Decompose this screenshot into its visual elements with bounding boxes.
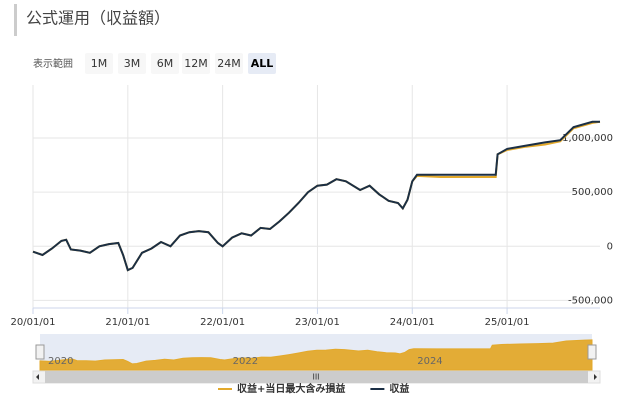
navigator-label: 2024 [417,356,442,367]
y-tick-label: 0 [607,241,613,252]
range-button[interactable] [85,53,113,74]
range-button-label[interactable]: 12M [184,57,208,70]
x-tick-label: 25/01/01 [485,317,530,328]
y-tick-label: 1,000,000 [562,133,613,144]
range-button[interactable] [248,53,276,74]
range-button-label[interactable]: 1M [91,57,108,70]
x-tick-label: 24/01/01 [390,317,435,328]
x-tick-label: 20/01/01 [11,317,56,328]
range-label: 表示範囲 [33,57,73,70]
range-button[interactable] [118,53,146,74]
range-button-label[interactable]: 6M [157,57,174,70]
scrollbar-grip: III [312,373,319,382]
scroll-right[interactable] [594,374,597,380]
x-tick-label: 23/01/01 [295,317,340,328]
x-tick-label: 21/01/01 [105,317,150,328]
legend-label[interactable]: 収益 [389,382,409,395]
chart-title: 公式運用（収益額） [26,9,170,28]
legend-label[interactable]: 収益+当日最大含み損益 [237,382,345,395]
scrollbar-thumb[interactable] [45,371,588,383]
navigator-label: 2020 [48,356,73,367]
y-tick-label: 500,000 [572,187,613,198]
y-tick-label: -500,000 [568,295,613,306]
scroll-left[interactable] [36,374,39,380]
range-button[interactable] [182,53,210,74]
navigator-label: 2022 [233,356,258,367]
title-bar [14,4,17,36]
range-button-label[interactable]: 24M [217,57,241,70]
navigator-handle[interactable] [587,344,597,360]
series-line [32,120,600,272]
x-tick-label: 22/01/01 [200,317,245,328]
range-button[interactable] [215,53,243,74]
series-line [32,120,601,272]
range-button[interactable] [151,53,179,74]
navigator-handle[interactable] [35,344,45,360]
navigator-area [39,339,593,371]
range-button-label[interactable]: 3M [124,57,141,70]
range-button-label[interactable]: ALL [251,57,274,70]
